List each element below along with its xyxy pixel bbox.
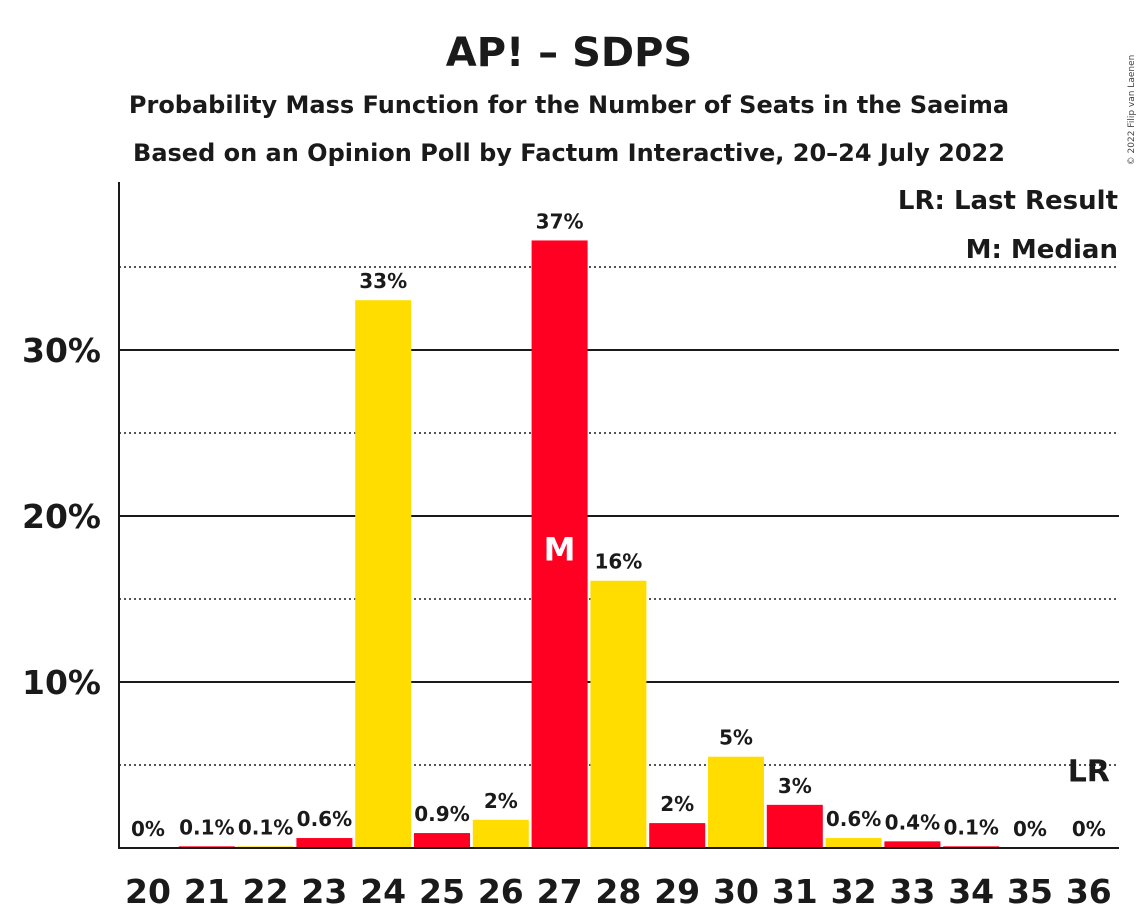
x-tick-label: 32 [831,872,877,911]
bar-seats-26 [472,819,529,848]
bar-value-label: 2% [484,789,518,813]
bar-seats-28 [590,580,647,848]
bar-seats-23 [296,838,353,848]
x-tick-label: 34 [948,872,994,911]
bar-value-label: 0.9% [414,802,469,826]
x-tick-label: 20 [125,872,171,911]
bar-value-label: 16% [594,550,642,574]
bar-value-label: 0.6% [826,807,881,831]
bar-seats-29 [649,823,706,848]
x-tick-label: 25 [419,872,465,911]
bar-value-label: 0.1% [179,815,234,839]
bar-value-label: 0% [1013,817,1047,841]
x-tick-label: 23 [301,872,347,911]
y-tick-label: 20% [22,497,101,536]
bar-value-labels: 0% 0.1% 0.1% 0.6%33%0.9%2%37%16%2%5%3%0.6% 0… [131,209,1106,841]
x-tick-label: 27 [537,872,583,911]
x-tick-label: 26 [478,872,524,911]
y-axis-ticks: 10% 20% 30% [22,331,101,702]
bar-value-label: 5% [719,726,753,750]
copyright-notice: © 2022 Filip van Laenen [1127,55,1137,166]
x-tick-label: 28 [595,872,641,911]
x-tick-label: 36 [1066,872,1112,911]
bar-value-label: 0.6% [297,807,352,831]
bar-value-label: 0% [131,817,165,841]
x-axis-ticks: 20 21 22 23 24 25 26 27 28 29 30 31 32 33 34 35 36 [125,872,1112,911]
bar-seats-32 [825,838,882,848]
bar-value-label: 0.4% [885,810,940,834]
y-tick-label: 10% [22,663,101,702]
y-tick-label: 30% [22,331,101,370]
bar-seats-24 [355,300,412,848]
bar-value-label: 3% [778,774,812,798]
x-tick-label: 35 [1007,872,1053,911]
x-tick-label: 31 [772,872,818,911]
median-marker: M [544,530,576,568]
x-tick-label: 29 [654,872,700,911]
x-tick-label: 21 [184,872,230,911]
x-tick-label: 33 [889,872,935,911]
bar-value-label: 37% [536,209,584,233]
bar-seats-30 [708,756,764,848]
chart-subtitle-1: Probability Mass Function for the Number… [129,91,1009,119]
x-tick-label: 22 [243,872,289,911]
bar-value-label: 0.1% [238,815,293,839]
legend-median: M: Median [966,235,1118,265]
chart-subtitle-2: Based on an Opinion Poll by Factum Inter… [133,139,1005,167]
bar-value-label: 0% [1072,817,1106,841]
bar-value-label: 33% [359,269,407,293]
bar-value-label: 0.1% [943,815,998,839]
x-tick-label: 24 [360,872,406,911]
bar-value-label: 2% [660,792,694,816]
last-result-marker: LR [1068,754,1110,789]
markers: M LR [544,530,1110,789]
chart-title: AP! – SDPS [446,30,693,76]
bar-seats-33 [884,841,941,848]
bar-seats-31 [766,804,823,848]
bar-seats-27 [531,240,588,848]
x-tick-label: 30 [713,872,759,911]
legend-last-result: LR: Last Result [898,186,1118,216]
bar-seats-25 [414,833,470,848]
bars [178,240,1000,848]
